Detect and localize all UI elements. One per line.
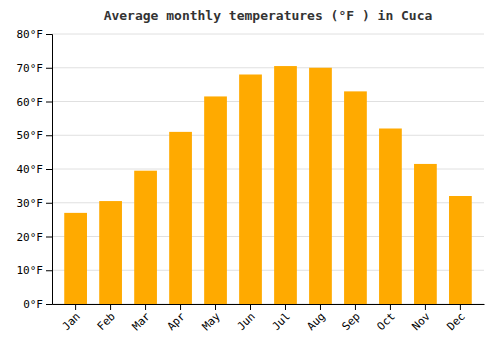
y-tick: 50°F <box>17 129 53 142</box>
y-tick-label: 80°F <box>17 28 44 41</box>
y-tick-mark <box>46 135 52 136</box>
bar <box>239 75 262 305</box>
chart: 0°F 10°F 20°F 30°F 40°F 50°F 60°F 70°F 80°F Jan Fe… <box>0 0 500 350</box>
x-tick: Mar <box>130 304 154 333</box>
x-tick: Nov <box>409 304 433 333</box>
bar <box>449 196 472 304</box>
x-tick-mark <box>215 304 216 310</box>
y-tick: 20°F <box>17 231 53 244</box>
x-tick-label: Dec <box>444 310 467 333</box>
bar <box>309 68 332 304</box>
x-tick: Jun <box>235 304 258 333</box>
x-axis: Jan Feb Mar Apr May Jun Jul Aug Sep Oct Nov Dec <box>53 304 485 333</box>
grid-line <box>52 101 484 102</box>
bar <box>414 164 437 304</box>
y-tick-mark <box>46 68 52 69</box>
x-tick-mark <box>145 304 146 310</box>
y-tick: 30°F <box>17 197 53 210</box>
grid <box>52 34 484 304</box>
bar <box>134 171 157 304</box>
y-tick: 40°F <box>17 163 53 176</box>
y-axis-line <box>46 35 53 305</box>
y-tick: 80°F <box>17 28 53 41</box>
x-tick-label: Mar <box>130 310 154 334</box>
x-tick-label: Apr <box>165 310 189 334</box>
x-tick-mark <box>425 304 426 310</box>
x-tick: Oct <box>375 304 398 333</box>
x-tick: Aug <box>305 304 328 333</box>
x-tick-label: May <box>200 310 224 334</box>
bar <box>204 96 227 304</box>
x-tick-mark <box>320 304 321 310</box>
y-tick-label: 20°F <box>17 231 44 244</box>
bar <box>169 132 192 304</box>
y-tick-label: 10°F <box>17 264 44 277</box>
bar <box>64 213 87 304</box>
y-tick-label: 70°F <box>17 62 44 75</box>
y-tick: 0°F <box>23 298 52 311</box>
x-tick-label: Oct <box>375 310 398 333</box>
y-tick-mark <box>46 203 52 204</box>
x-tick-mark <box>285 304 286 310</box>
y-tick-mark <box>46 304 52 305</box>
x-axis-line <box>53 304 485 305</box>
x-tick-mark <box>250 304 251 310</box>
y-tick-mark <box>46 270 52 271</box>
x-tick: Jan <box>60 304 83 333</box>
y-tick-mark <box>46 102 52 103</box>
x-tick-mark <box>180 304 181 310</box>
y-tick-mark <box>46 169 52 170</box>
bars <box>64 66 472 304</box>
x-tick-label: Nov <box>409 310 433 334</box>
x-tick-label: Aug <box>305 310 328 333</box>
y-tick-label: 40°F <box>17 163 44 176</box>
y-tick-label: 50°F <box>17 129 44 142</box>
y-tick-label: 60°F <box>17 96 44 109</box>
x-tick-mark <box>355 304 356 310</box>
bar <box>379 129 402 305</box>
x-tick-label: Jan <box>60 310 83 333</box>
grid-line <box>52 67 484 68</box>
x-tick-mark <box>75 304 76 310</box>
x-tick-mark <box>390 304 391 310</box>
x-tick: Sep <box>340 304 363 333</box>
x-tick: Apr <box>165 304 189 333</box>
bar <box>274 66 297 304</box>
y-tick: 60°F <box>17 96 53 109</box>
y-tick-label: 30°F <box>17 197 44 210</box>
x-tick-label: Sep <box>340 310 363 333</box>
grid-line <box>52 135 484 136</box>
x-tick: Feb <box>95 304 118 333</box>
grid-line <box>52 34 484 35</box>
bar <box>99 201 122 304</box>
title: Average monthly temperatures (°F ) in Cu… <box>104 8 433 23</box>
x-tick-label: Jul <box>270 310 293 333</box>
y-tick-mark <box>46 237 52 238</box>
bar <box>344 91 367 304</box>
x-tick-label: Feb <box>95 310 118 333</box>
x-tick-mark <box>460 304 461 310</box>
x-tick: Jul <box>270 304 293 333</box>
x-tick-label: Jun <box>235 310 258 333</box>
x-tick: Dec <box>444 304 467 333</box>
x-tick-mark <box>110 304 111 310</box>
y-tick: 70°F <box>17 62 53 75</box>
y-tick: 10°F <box>17 264 53 277</box>
x-tick: May <box>200 304 224 333</box>
y-tick-label: 0°F <box>23 298 43 311</box>
plot: 0°F 10°F 20°F 30°F 40°F 50°F 60°F 70°F 80°F Jan Fe… <box>17 28 485 333</box>
y-tick-mark <box>46 34 52 35</box>
y-axis: 0°F 10°F 20°F 30°F 40°F 50°F 60°F 70°F 80°F <box>17 28 53 311</box>
